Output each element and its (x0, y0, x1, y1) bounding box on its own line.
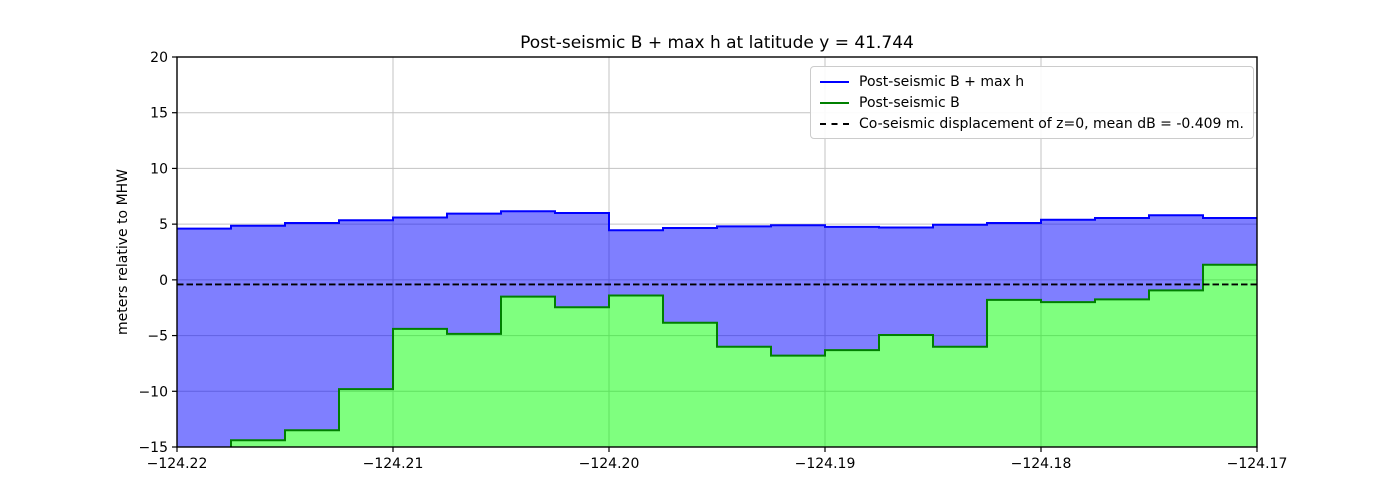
x-tick-label: −124.20 (579, 456, 640, 472)
legend-dashed-line-swatch (820, 122, 849, 125)
legend-item-post-seismic-b-plus-max-h: Post-seismic B + max h (820, 71, 1244, 92)
legend-label: Post-seismic B + max h (859, 73, 1025, 90)
y-tick-label: −10 (138, 384, 168, 400)
plot-border (176, 56, 1258, 448)
y-tick-label: 10 (150, 161, 168, 177)
x-tick-label: −124.17 (1227, 456, 1288, 472)
legend-green-line-swatch (820, 101, 849, 104)
legend: Post-seismic B + max h Post-seismic B Co… (810, 66, 1254, 139)
y-tick-label: 15 (150, 106, 168, 122)
y-tick-label: 5 (159, 217, 168, 233)
y-tick-label: 0 (159, 273, 168, 289)
y-tick-label: 20 (150, 50, 168, 66)
blue-step-line (177, 210, 1257, 232)
chart-title: Post-seismic B + max h at latitude y = 4… (520, 33, 914, 53)
green-area-fill (231, 264, 1257, 447)
y-tick-label: −5 (147, 329, 168, 345)
y-tick-label: −15 (138, 440, 168, 456)
legend-item-post-seismic-b: Post-seismic B (820, 92, 1244, 113)
x-tick-label: −124.18 (1011, 456, 1072, 472)
legend-blue-line-swatch (820, 80, 849, 83)
y-axis-label: meters relative to MHW (115, 168, 131, 336)
legend-label: Post-seismic B (859, 94, 960, 111)
x-tick-label: −124.22 (147, 456, 208, 472)
x-tick-label: −124.21 (363, 456, 424, 472)
green-step-line (230, 263, 1257, 447)
x-tick-label: −124.19 (795, 456, 856, 472)
legend-item-co-seismic-displacement: Co-seismic displacement of z=0, mean dB … (820, 113, 1244, 134)
legend-label: Co-seismic displacement of z=0, mean dB … (859, 115, 1244, 132)
